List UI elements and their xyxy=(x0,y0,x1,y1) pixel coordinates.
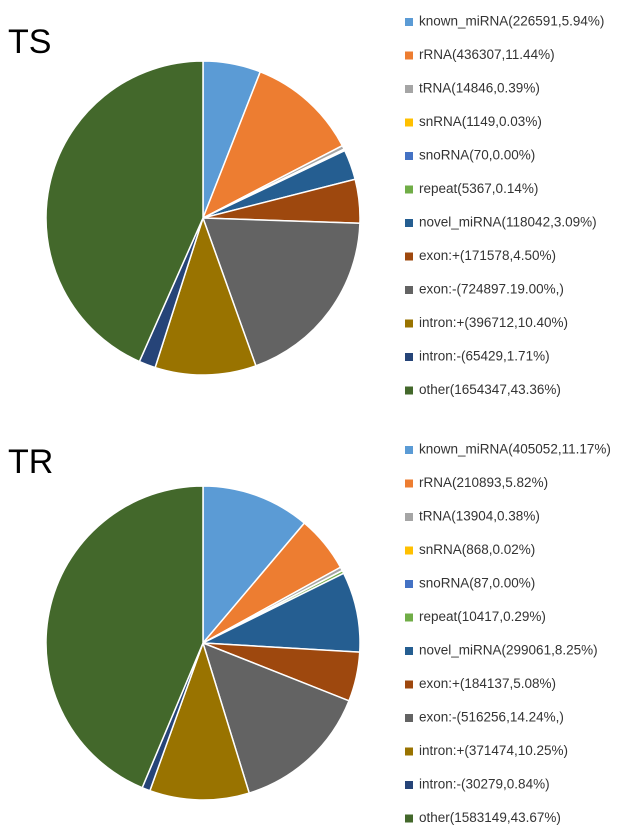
legend-swatch xyxy=(405,747,413,756)
legend-swatch xyxy=(405,152,413,160)
legend-swatch xyxy=(405,219,413,227)
legend-swatch xyxy=(405,85,413,93)
legend-label: snRNA(868,0.02%) xyxy=(419,542,535,557)
legend-swatch xyxy=(405,185,413,194)
legend-swatch xyxy=(405,446,413,454)
legend-label: tRNA(13904,0.38%) xyxy=(419,509,540,524)
legend-swatch xyxy=(405,319,413,328)
legend-swatch xyxy=(405,781,413,789)
pie-slice xyxy=(148,640,251,801)
chart-title: TS xyxy=(8,23,51,61)
chart-title: TR xyxy=(8,443,53,481)
legend-label: novel_miRNA(118042,3.09%) xyxy=(419,215,597,230)
pie-slice xyxy=(201,70,344,220)
legend-label: intron:+(371474,10.25%) xyxy=(419,743,568,758)
legend-swatch xyxy=(405,286,413,294)
legend-swatch xyxy=(405,18,413,26)
legend-label: repeat(5367,0.14%) xyxy=(419,181,538,196)
legend-label: snoRNA(87,0.00%) xyxy=(419,576,535,591)
legend-label: novel_miRNA(299061,8.25%) xyxy=(419,643,598,658)
pie-slice xyxy=(45,60,204,363)
pie-slice xyxy=(154,215,257,376)
legend-swatch xyxy=(405,51,413,60)
legend-swatch xyxy=(405,353,413,361)
legend-swatch xyxy=(405,814,413,823)
pie-slice xyxy=(45,485,204,789)
pie-slice xyxy=(201,641,350,794)
legend-swatch xyxy=(405,546,413,555)
pie-slice xyxy=(202,485,306,646)
legend-swatch xyxy=(405,386,413,395)
legend-swatch xyxy=(405,513,413,521)
legend-label: known_miRNA(226591,5.94%) xyxy=(419,14,604,29)
legend-label: other(1583149,43.67%) xyxy=(419,810,561,825)
legend-swatch xyxy=(405,252,413,261)
legend-label: intron:-(65429,1.71%) xyxy=(419,349,550,364)
legend-label: other(1654347,43.36%) xyxy=(419,382,561,397)
legend-swatch xyxy=(405,647,413,655)
legend-swatch xyxy=(405,714,413,722)
legend-label: exon:+(184137,5.08%) xyxy=(419,676,556,691)
legend-label: snRNA(1149,0.03%) xyxy=(419,114,542,129)
legend-label: exon:-(516256,14.24%,) xyxy=(419,710,564,725)
legend-swatch xyxy=(405,479,413,488)
legend-label: tRNA(14846,0.39%) xyxy=(419,81,540,96)
legend-swatch xyxy=(405,680,413,689)
legend-label: rRNA(210893,5.82%) xyxy=(419,475,548,490)
legend-swatch xyxy=(405,613,413,622)
pie-slice xyxy=(201,217,361,367)
legend-label: exon:+(171578,4.50%) xyxy=(419,248,556,263)
legend-label: intron:+(396712,10.40%) xyxy=(419,315,568,330)
legend-swatch xyxy=(405,118,413,127)
legend-label: intron:-(30279,0.84%) xyxy=(419,777,550,792)
legend-label: known_miRNA(405052,11.17%) xyxy=(419,442,611,457)
legend-label: exon:-(724897.19.00%,) xyxy=(419,282,564,297)
legend-label: repeat(10417,0.29%) xyxy=(419,609,546,624)
legend-label: rRNA(436307,11.44%) xyxy=(419,47,555,62)
legend-label: snoRNA(70,0.00%) xyxy=(419,148,535,163)
legend-swatch xyxy=(405,580,413,588)
